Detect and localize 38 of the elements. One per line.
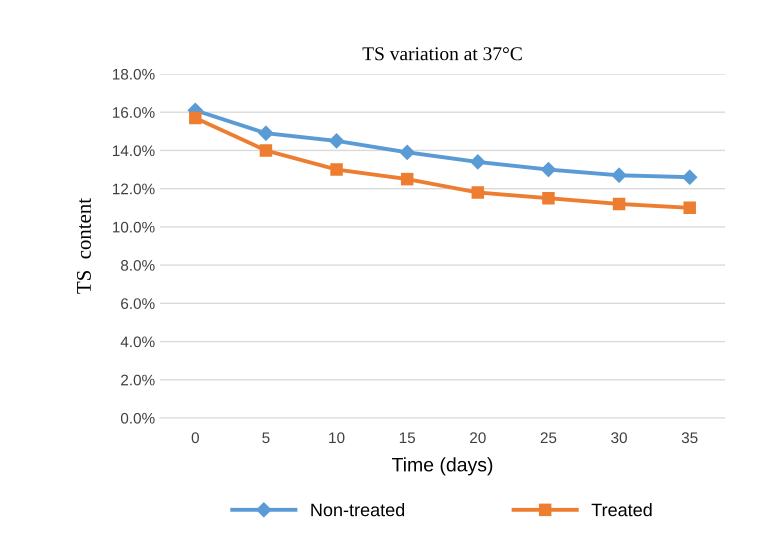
x-tick-label: 5: [262, 432, 270, 444]
x-axis-title: Time (days): [392, 457, 492, 476]
point: [260, 144, 272, 157]
x-tick-label: 0: [192, 432, 199, 444]
y-tick-label: 4.0%: [120, 336, 155, 348]
x-tick-label: 10: [329, 432, 344, 444]
y-tick-label: 8.0%: [120, 260, 155, 271]
point: [400, 172, 414, 186]
legend-label: Non-treated: [311, 503, 404, 516]
y-tick-label: 10.0%: [112, 222, 155, 233]
point: [330, 163, 343, 176]
point: [400, 144, 415, 160]
point: [612, 198, 626, 210]
point: [472, 186, 484, 199]
point: [328, 133, 344, 148]
point: [682, 170, 698, 185]
point: [189, 112, 202, 124]
point: [611, 168, 627, 183]
point: [470, 154, 486, 170]
y-tick-label: 0.0%: [120, 412, 155, 424]
x-tick-label: 25: [540, 432, 556, 444]
legend-label: Treated: [592, 503, 652, 516]
y-tick-label: 2.0%: [121, 374, 155, 386]
point: [258, 126, 274, 141]
y-tick-label: 14.0%: [112, 145, 155, 156]
x-tick-label: 35: [682, 432, 698, 444]
y-tick-label: 16.0%: [112, 107, 155, 118]
y-tick-label: 18.0%: [112, 68, 155, 80]
point: [683, 202, 696, 214]
y-axis-title: TS content: [76, 198, 91, 294]
y-tick-label: 12.0%: [112, 184, 155, 194]
x-tick-label: 15: [400, 432, 416, 444]
point: [540, 162, 556, 178]
y-tick-label: 6.0%: [121, 298, 155, 310]
x-tick-label: 20: [470, 432, 486, 444]
x-tick-label: 30: [611, 432, 627, 444]
point: [542, 192, 555, 204]
chart-title: TS variation at 37°C: [362, 47, 522, 60]
